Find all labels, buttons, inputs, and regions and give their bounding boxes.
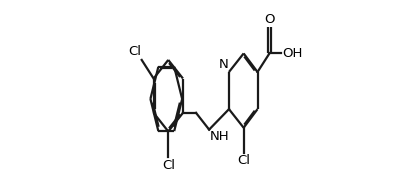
Text: OH: OH: [282, 47, 302, 60]
Text: O: O: [264, 13, 275, 26]
Text: Cl: Cl: [128, 45, 141, 58]
Text: Cl: Cl: [162, 159, 175, 172]
Text: Cl: Cl: [237, 154, 250, 167]
Text: NH: NH: [210, 130, 229, 143]
Text: N: N: [218, 58, 228, 71]
